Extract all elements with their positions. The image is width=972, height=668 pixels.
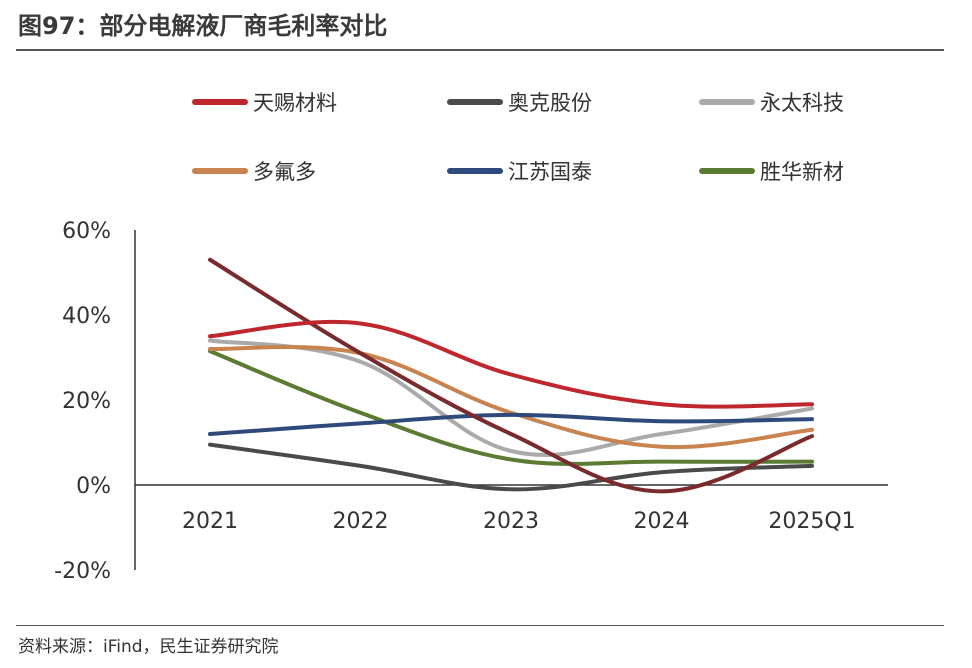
x-tick-label: 2021: [182, 509, 238, 534]
legend-label: 多氟多: [253, 160, 316, 184]
y-tick-label: 20%: [62, 389, 111, 414]
y-tick-label: 40%: [62, 304, 111, 329]
series-line-7: [208, 257, 814, 494]
series-line-5: [208, 412, 814, 436]
legend-label: 天赐材料: [253, 91, 337, 115]
x-tick-label: 2024: [634, 509, 690, 534]
x-tick-label: 2022: [333, 509, 389, 534]
source-note: 资料来源：iFind，民生证券研究院: [18, 637, 279, 657]
legend-label: 胜华新材: [760, 160, 844, 184]
series-line-1: [208, 319, 814, 409]
series-line-4: [208, 345, 814, 450]
source-divider: [16, 625, 944, 626]
y-tick-label: -20%: [54, 559, 111, 584]
axes: 60% 40% 20% 0% -20% 2021 2022 2023 2024 2025Q1: [54, 219, 888, 584]
y-tick-label: 0%: [76, 474, 111, 499]
x-tick-label: 2025Q1: [768, 509, 855, 534]
legend-label: 永太科技: [760, 91, 844, 115]
legend-label: 江苏国泰: [508, 160, 592, 184]
y-tick-label: 60%: [62, 219, 111, 244]
series-line-3: [208, 338, 814, 457]
series-lines: [208, 257, 814, 494]
legend-label: 奥克股份: [508, 91, 592, 115]
series-line-6: [208, 349, 814, 466]
series-line-2: [208, 442, 814, 492]
page-title: 图97：部分电解液厂商毛利率对比: [18, 12, 388, 40]
x-tick-label: 2023: [483, 509, 539, 534]
title-divider: [16, 49, 944, 51]
